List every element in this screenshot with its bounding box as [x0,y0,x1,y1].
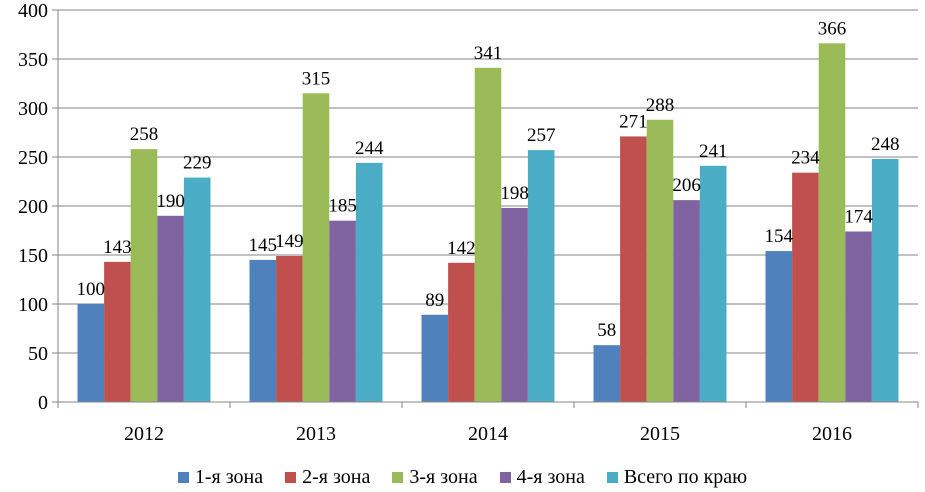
legend-swatch [606,471,618,483]
data-label: 315 [302,68,331,89]
bar [527,150,555,402]
y-tick-label: 150 [18,245,48,267]
legend-item: Всего по краю [606,465,748,489]
bar [593,345,621,402]
bar [673,200,700,402]
y-tick-label: 100 [18,294,48,316]
data-label: 185 [328,196,357,217]
x-axis-labels: 2012 2013 2014 2015 2016 [124,423,852,445]
legend-label: 4-я зона [516,465,585,488]
bar [448,262,475,402]
bar [818,43,846,402]
bars [77,43,899,403]
legend-label: Всего по краю [623,465,748,488]
data-label: 234 [791,148,820,169]
legend-label: 2-я зона [302,465,371,488]
data-label: 154 [765,226,794,247]
data-label: 89 [425,290,444,311]
bar [501,207,528,402]
bar [104,261,131,402]
bar [77,304,105,402]
x-tick-label: 2014 [468,423,508,445]
data-label: 258 [130,124,159,145]
bar [421,314,449,402]
data-label: 271 [619,111,648,132]
data-label: 190 [156,191,185,212]
data-label: 142 [447,238,476,259]
y-tick-label: 350 [18,49,48,71]
y-tick-label: 0 [38,392,48,414]
bar [130,149,158,402]
y-tick-label: 400 [18,0,48,22]
data-label: 58 [597,320,616,341]
legend-item: 2-я зона [285,466,370,489]
data-label: 341 [474,43,503,64]
data-label: 288 [646,95,675,116]
data-label: 174 [844,206,873,227]
data-label: 100 [77,279,106,300]
x-tick-label: 2015 [640,423,680,445]
y-tick-label: 250 [18,147,48,169]
y-tick-label: 300 [18,98,48,120]
legend-item: 3-я зона [392,465,478,489]
bar [276,255,303,402]
x-tick-label: 2013 [296,423,336,445]
bar [183,177,211,402]
legend-label: 3-я зона [409,465,478,488]
bar [302,93,330,403]
bar [699,165,727,402]
data-label: 229 [183,153,212,174]
legend-item: 4-я зона [499,465,585,489]
bar [249,259,277,402]
legend: 1-я зона 2-я зона 3-я зона 4-я зона Всего по… [0,462,925,492]
y-axis-ticks: 0 50 100 150 200 250 300 350 400 [18,0,58,414]
legend-swatch [177,471,189,483]
x-tick-label: 2012 [124,423,164,445]
legend-label: 1-я зона [194,465,264,488]
bar-chart: 0 50 100 150 200 250 300 350 400 100 143 258 190 229… [18,0,919,445]
bar [474,67,502,402]
data-label: 241 [699,141,728,162]
bar [765,251,793,402]
data-label: 244 [355,138,384,159]
data-label: 149 [275,231,304,252]
data-label: 198 [500,183,529,204]
bar [792,172,819,402]
bar [845,231,872,402]
bar [646,119,674,402]
data-label: 366 [818,18,847,39]
y-tick-label: 50 [28,343,48,365]
data-label: 248 [871,134,900,155]
data-label: 206 [672,175,701,196]
legend-swatch [285,471,297,483]
axes [57,10,919,408]
legend-item: 1-я зона [177,465,264,489]
data-label: 145 [249,235,278,256]
legend-swatch [392,471,404,483]
data-label: 143 [103,237,132,258]
data-label: 257 [527,125,556,146]
legend-swatch [499,471,511,483]
bar [871,158,899,402]
bar [329,220,356,402]
x-tick-label: 2016 [812,423,852,445]
bar [157,215,184,402]
y-tick-label: 200 [18,196,48,218]
bar [620,136,647,403]
bar [355,162,383,402]
